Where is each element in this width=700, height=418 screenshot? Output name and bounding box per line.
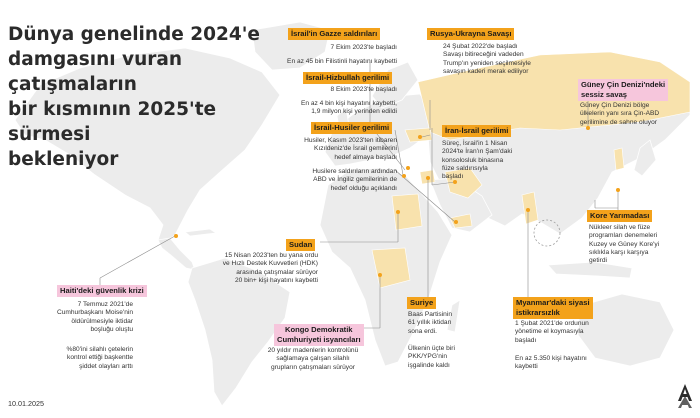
label-guney-cin: Güney Çin Denizi'ndeki sessiz savaş	[578, 79, 669, 101]
label-gazze: İsrail'in Gazze saldırıları	[288, 28, 381, 40]
south-america-shape	[187, 257, 291, 407]
text-gazze-1: 7 Ekim 2023'te başladı	[330, 44, 397, 51]
label-haiti: Haiti'deki güvenlik krizi	[57, 285, 147, 297]
sudan-region	[391, 193, 423, 231]
marker-iran	[453, 180, 457, 184]
leader-line	[431, 181, 456, 186]
marker-yemen	[454, 220, 458, 224]
text-hizbullah-2: En az 4 bin kişi hayatını kaybetti, 1,9 …	[300, 100, 397, 116]
text-myanmar-2: En az 5.350 kişi hayatını kaybetti	[515, 355, 587, 371]
marker-gaza	[402, 174, 406, 178]
ukraine-region	[404, 127, 433, 143]
marker-sudan	[396, 210, 400, 214]
text-husiler-2: Husilere saldırıların ardından ABD ve İn…	[312, 168, 397, 192]
leader-line	[99, 235, 176, 279]
label-suriye: Suriye	[407, 297, 437, 309]
text-haiti-1: 7 Temmuz 2021'de Cumhurbaşkanı Moise'nin…	[56, 301, 133, 333]
label-myanmar: Myanmar'daki siyasi istikrarsızlık	[513, 297, 593, 319]
scandinavia-shape	[371, 61, 419, 109]
text-rusya: 24 Şubat 2022'de başladı Savaşı bitirece…	[443, 43, 531, 75]
marker-ukraine	[418, 135, 422, 139]
text-hizbullah-1: 8 Ekim 2023'te başladı	[330, 86, 397, 93]
text-gazze-2: En az 45 bin Filistinli hayatını kaybett…	[287, 58, 397, 65]
label-husiler: İsrail-Husiler gerilimi	[311, 122, 393, 134]
page-title: Dünya genelinde 2024'e damgasını vuran ç…	[8, 24, 260, 170]
north-america-shape	[14, 47, 281, 245]
marker-south-china-sea	[586, 126, 590, 130]
congo-region	[371, 247, 411, 289]
marker-lebanon	[406, 166, 410, 170]
myanmar-region	[521, 191, 539, 225]
leader-line	[421, 134, 431, 138]
label-kore: Kore Yarımadası	[587, 210, 653, 222]
leader-line	[394, 129, 404, 176]
label-rusya: Rusya-Ukrayna Savaşı	[427, 28, 515, 40]
marker-syria	[426, 176, 430, 180]
yemen-region	[449, 213, 473, 229]
marker-congo	[378, 273, 382, 277]
iran-region	[444, 167, 483, 199]
text-myanmar-1: 1 Şubat 2021'de ordunun yönetime el koym…	[515, 320, 589, 344]
indonesia-shape	[547, 261, 633, 279]
caribbean-shape	[184, 228, 218, 237]
australia-shape	[577, 293, 675, 367]
leader-line	[394, 169, 456, 223]
south-china-sea-area	[533, 219, 561, 247]
marker-myanmar	[526, 208, 530, 212]
text-suriye-1: Baas Partisinin 61 yıllık iktidarı sona …	[408, 311, 452, 335]
label-hizbullah: İsrail-Hizbullah gerilimi	[303, 72, 393, 84]
korea-region	[613, 147, 625, 171]
label-iran: İran-İsrail gerilimi	[442, 125, 512, 137]
label-kongo: Kongo Demokratik Cumhuriyeti isyancıları	[274, 324, 364, 346]
text-iran: Süreç, İsrail'in 1 Nisan 2024'te İran'ın…	[442, 140, 513, 181]
japan-shape	[633, 139, 657, 177]
text-husiler-1: Husiler, Kasım 2023'ten itibaren Kızılde…	[304, 137, 397, 161]
publish-date: 10.01.2025	[8, 399, 44, 408]
russia-region	[417, 51, 691, 141]
text-guney-cin: Güney Çin Denizi bölge ülkelerin yanı sı…	[580, 102, 660, 126]
aa-logo-icon	[678, 384, 692, 408]
text-sudan: 15 Nisan 2023'ten bu yana ordu ve Hızlı …	[222, 252, 318, 284]
marker-korea	[616, 188, 620, 192]
text-kongo: 20 yıldır madenlerin kontrolünü sağlamay…	[267, 347, 359, 371]
text-haiti-2: %80'ini silahlı çetelerin kontrol ettiği…	[66, 346, 134, 370]
label-sudan: Sudan	[286, 239, 316, 251]
text-kore: Nükleer silah ve füze programları deneme…	[589, 224, 660, 265]
marker-haiti	[174, 234, 178, 238]
madagascar-shape	[446, 299, 461, 333]
text-suriye-2: Ülkenin üçte biri PKK/YPG'nin işgalinde …	[408, 345, 455, 369]
